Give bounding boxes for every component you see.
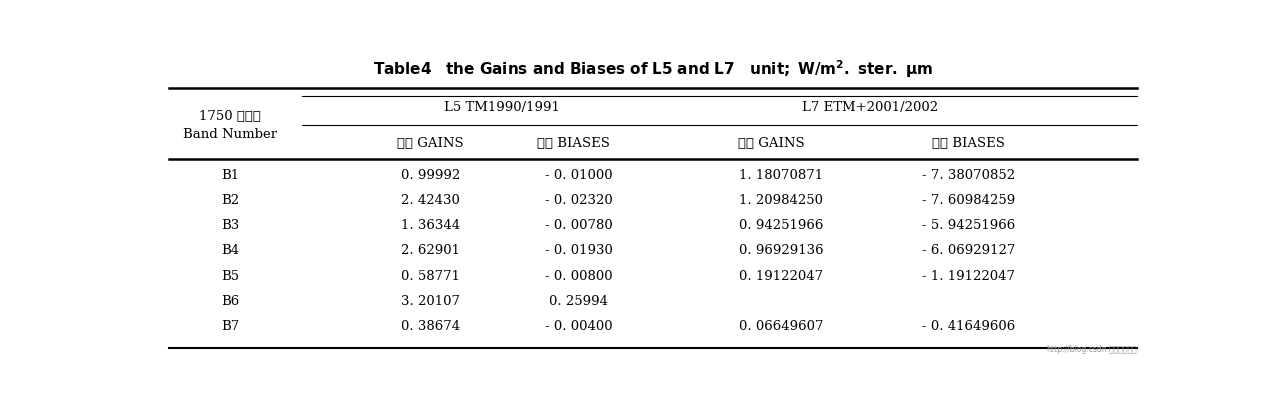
Text: 1750 波段号: 1750 波段号 [200,110,261,123]
Text: - 0. 00800: - 0. 00800 [545,270,613,282]
Text: - 5. 94251966: - 5. 94251966 [922,219,1015,232]
Text: B7: B7 [222,320,240,333]
Text: 0. 99992: 0. 99992 [401,169,460,182]
Text: L5 TM1990/1991: L5 TM1990/1991 [445,101,561,114]
Text: 1. 36344: 1. 36344 [401,219,460,232]
Text: 0. 06649607: 0. 06649607 [739,320,823,333]
Text: - 0. 41649606: - 0. 41649606 [922,320,1015,333]
Text: - 0. 02320: - 0. 02320 [545,194,613,207]
Text: - 7. 38070852: - 7. 38070852 [922,169,1015,182]
Text: 0. 19122047: 0. 19122047 [739,270,823,282]
Text: http://blog.csdn.小测测数据网: http://blog.csdn.小测测数据网 [1046,345,1136,354]
Text: B5: B5 [222,270,240,282]
Text: - 0. 01000: - 0. 01000 [545,169,613,182]
Text: B1: B1 [222,169,240,182]
Text: 偏置 BIASES: 偏置 BIASES [933,136,1005,150]
Text: 0. 94251966: 0. 94251966 [739,219,823,232]
Text: 1. 20984250: 1. 20984250 [739,194,823,207]
Text: L7 ETM+2001/2002: L7 ETM+2001/2002 [803,101,938,114]
Text: Band Number: Band Number [183,128,278,141]
Text: 增益 GAINS: 增益 GAINS [397,136,464,150]
Text: - 0. 00780: - 0. 00780 [545,219,613,232]
Text: B6: B6 [222,295,240,308]
Text: - 0. 00400: - 0. 00400 [545,320,613,333]
Text: 增益 GAINS: 增益 GAINS [738,136,805,150]
Text: 2. 42430: 2. 42430 [401,194,460,207]
Text: - 0. 01930: - 0. 01930 [545,245,613,257]
Text: 偏置 BIASES: 偏置 BIASES [538,136,610,150]
Text: B4: B4 [222,245,240,257]
Text: B3: B3 [222,219,240,232]
Text: 1. 18070871: 1. 18070871 [739,169,823,182]
Text: - 7. 60984259: - 7. 60984259 [922,194,1015,207]
Text: 0. 25994: 0. 25994 [549,295,609,308]
Text: - 6. 06929127: - 6. 06929127 [922,245,1015,257]
Text: - 1. 19122047: - 1. 19122047 [922,270,1015,282]
Text: 0. 38674: 0. 38674 [401,320,460,333]
Text: 0. 58771: 0. 58771 [401,270,460,282]
Text: 2. 62901: 2. 62901 [401,245,460,257]
Text: $\mathbf{Table4\ \ \ the\ Gains\ and\ Biases\ of\ L5\ and\ L7\ \ \ unit{;}\ W/m^: $\mathbf{Table4\ \ \ the\ Gains\ and\ Bi… [373,59,933,80]
Text: 3. 20107: 3. 20107 [401,295,460,308]
Text: B2: B2 [222,194,240,207]
Text: 0. 96929136: 0. 96929136 [739,245,823,257]
